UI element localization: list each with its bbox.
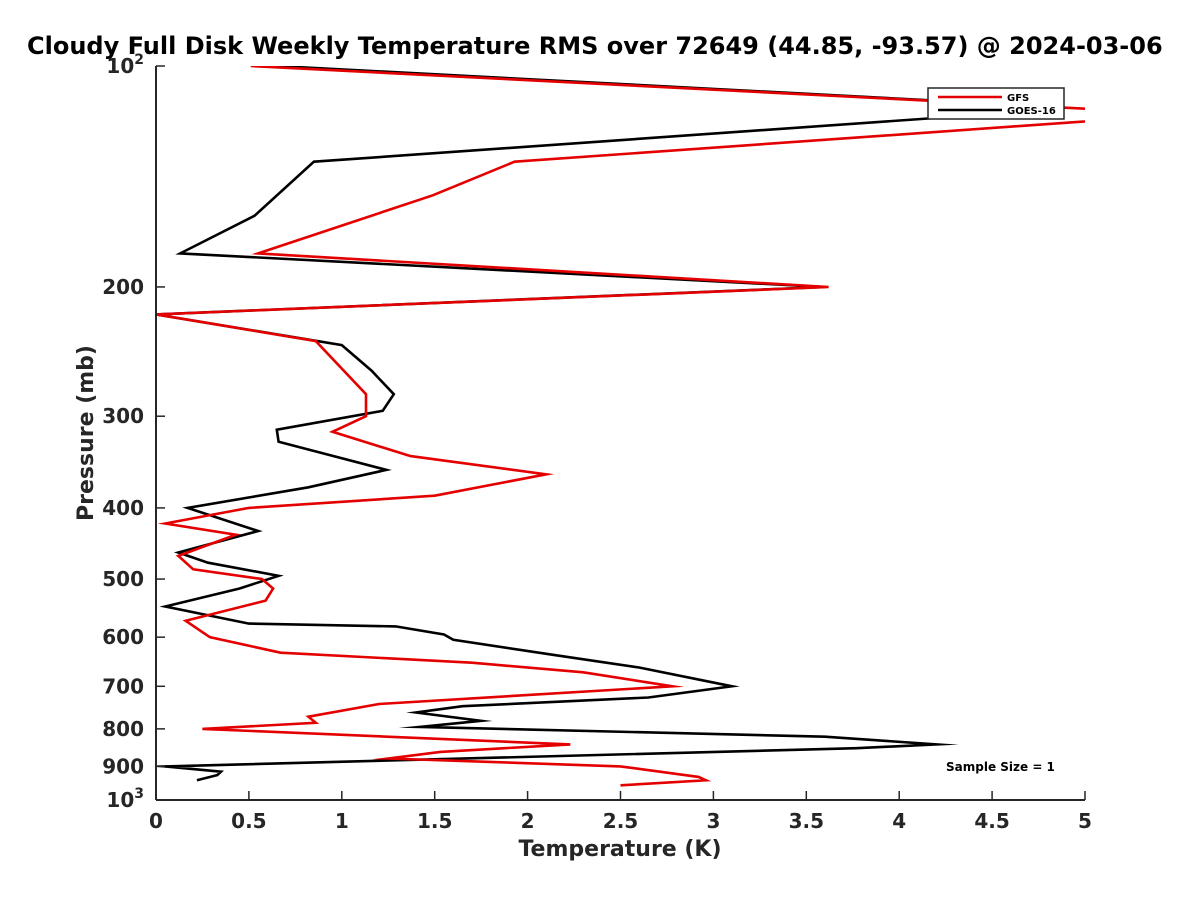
x-tick-label: 0 — [149, 809, 163, 833]
x-tick-label: 4 — [892, 809, 906, 833]
x-tick-label: 3 — [706, 809, 720, 833]
plot-area: 0 0.5 1 1.5 2 2.5 3 3.5 4 4.5 5 102 200 300 400 500 600… — [102, 52, 1092, 833]
y-axis-label: Pressure (mb) — [74, 345, 99, 521]
y-tick-label: 500 — [102, 567, 144, 591]
x-tick-label: 4.5 — [974, 809, 1009, 833]
y-axis-ticks: 102 200 300 400 500 600 700 800 900 103 — [102, 52, 165, 812]
sample-size-annotation: Sample Size = 1 — [946, 760, 1055, 774]
chart-title: Cloudy Full Disk Weekly Temperature RMS … — [27, 32, 1163, 60]
legend-box — [927, 87, 1065, 120]
legend-label-gfs: GFS — [1007, 93, 1029, 104]
legend-label-goes16: GOES-16 — [1007, 106, 1056, 117]
y-tick-label: 900 — [102, 754, 144, 778]
x-tick-label: 1.5 — [417, 809, 452, 833]
x-tick-label: 0.5 — [231, 809, 266, 833]
series-line-goes16 — [156, 66, 1049, 782]
x-tick-label: 2 — [521, 809, 535, 833]
y-tick-label: 400 — [102, 496, 144, 520]
series-layer — [156, 66, 1085, 787]
y-tick-label: 200 — [102, 275, 144, 299]
y-tick-label: 800 — [102, 717, 144, 741]
y-tick-label: 300 — [102, 404, 144, 428]
y-tick-label: 102 — [106, 52, 144, 78]
series-line-gfs — [156, 66, 1085, 787]
x-tick-label: 1 — [335, 809, 349, 833]
y-tick-label: 700 — [102, 674, 144, 698]
x-tick-label: 5 — [1078, 809, 1092, 833]
x-tick-label: 2.5 — [603, 809, 638, 833]
x-axis-ticks: 0 0.5 1 1.5 2 2.5 3 3.5 4 4.5 5 — [149, 791, 1092, 833]
y-tick-label: 103 — [106, 786, 144, 812]
y-tick-label: 600 — [102, 625, 144, 649]
x-tick-label: 3.5 — [789, 809, 824, 833]
legend: GFS GOES-16 — [927, 87, 1065, 120]
x-axis-label: Temperature (K) — [518, 837, 721, 862]
